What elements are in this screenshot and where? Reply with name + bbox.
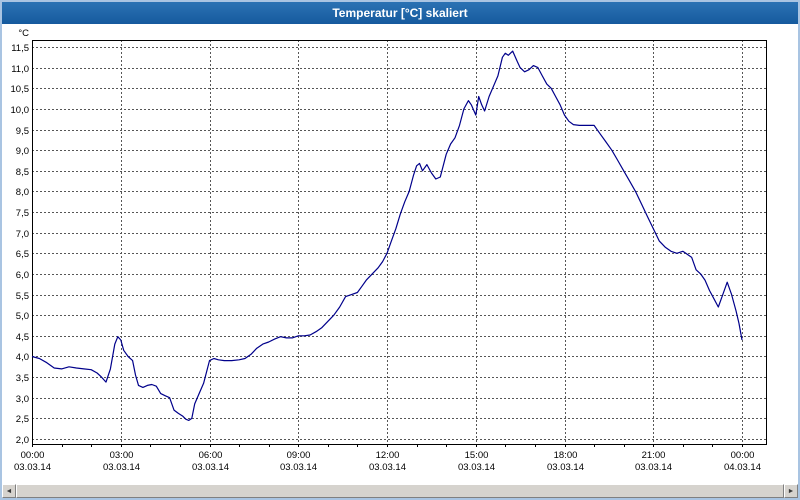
svg-text:21:00: 21:00 xyxy=(642,450,666,461)
scrollbar-thumb[interactable] xyxy=(16,484,784,498)
svg-text:3,0: 3,0 xyxy=(16,394,29,405)
svg-text:3,5: 3,5 xyxy=(16,373,29,384)
svg-text:9,5: 9,5 xyxy=(16,126,29,137)
svg-text:06:00: 06:00 xyxy=(199,450,223,461)
svg-text:00:00: 00:00 xyxy=(731,450,755,461)
y-axis-unit-label: °C xyxy=(18,28,29,39)
svg-text:18:00: 18:00 xyxy=(554,450,578,461)
temperature-chart: 2,0 2,5 3,0 3,5 4,0 4,5 5,0 5,5 6,0 6,5 7,0 7,5 8,0 8… xyxy=(11,28,767,473)
scroll-right-arrow-icon: ► xyxy=(787,487,795,495)
svg-text:03.03.14: 03.03.14 xyxy=(458,462,495,473)
svg-text:15:00: 15:00 xyxy=(465,450,489,461)
svg-text:09:00: 09:00 xyxy=(287,450,311,461)
svg-text:03.03.14: 03.03.14 xyxy=(14,462,51,473)
svg-text:8,5: 8,5 xyxy=(16,167,29,178)
svg-text:11,5: 11,5 xyxy=(11,43,29,54)
svg-text:4,5: 4,5 xyxy=(16,332,29,343)
svg-text:04.03.14: 04.03.14 xyxy=(724,462,761,473)
svg-text:7,0: 7,0 xyxy=(16,229,29,240)
svg-text:03.03.14: 03.03.14 xyxy=(547,462,584,473)
window-title: Temperatur [°C] skaliert xyxy=(332,6,468,20)
svg-text:03.03.14: 03.03.14 xyxy=(635,462,672,473)
svg-text:2,0: 2,0 xyxy=(16,435,29,446)
x-axis-labels: 00:0003.03.1403:0003.03.1406:0003.03.140… xyxy=(14,450,761,473)
svg-text:03.03.14: 03.03.14 xyxy=(192,462,229,473)
svg-text:9,0: 9,0 xyxy=(16,146,29,157)
svg-text:03.03.14: 03.03.14 xyxy=(103,462,140,473)
scroll-left-arrow-icon: ◄ xyxy=(5,487,13,495)
svg-text:6,5: 6,5 xyxy=(16,249,29,260)
svg-text:11,0: 11,0 xyxy=(11,64,29,75)
svg-text:03:00: 03:00 xyxy=(110,450,134,461)
svg-text:5,5: 5,5 xyxy=(16,291,29,302)
window-titlebar: Temperatur [°C] skaliert xyxy=(2,2,798,24)
horizontal-scrollbar[interactable]: ◄ ► xyxy=(2,484,798,498)
svg-text:2,5: 2,5 xyxy=(16,414,29,425)
svg-text:6,0: 6,0 xyxy=(16,270,29,281)
scroll-right-button[interactable]: ► xyxy=(784,484,798,498)
plot-border xyxy=(32,40,767,445)
svg-text:03.03.14: 03.03.14 xyxy=(280,462,317,473)
svg-text:8,0: 8,0 xyxy=(16,187,29,198)
svg-text:10,0: 10,0 xyxy=(11,105,30,116)
svg-text:5,0: 5,0 xyxy=(16,311,29,322)
gridlines xyxy=(32,40,766,444)
svg-text:03.03.14: 03.03.14 xyxy=(369,462,406,473)
svg-text:00:00: 00:00 xyxy=(21,450,45,461)
chart-area: 2,0 2,5 3,0 3,5 4,0 4,5 5,0 5,5 6,0 6,5 7,0 7,5 8,0 8… xyxy=(2,24,798,484)
svg-text:4,0: 4,0 xyxy=(16,352,29,363)
svg-text:10,5: 10,5 xyxy=(11,84,30,95)
y-axis-labels: 2,0 2,5 3,0 3,5 4,0 4,5 5,0 5,5 6,0 6,5 7,0 7,5 8,0 8… xyxy=(11,28,30,446)
scroll-left-button[interactable]: ◄ xyxy=(2,484,16,498)
svg-text:7,5: 7,5 xyxy=(16,208,29,219)
svg-text:12:00: 12:00 xyxy=(376,450,400,461)
temperature-line xyxy=(31,50,743,421)
